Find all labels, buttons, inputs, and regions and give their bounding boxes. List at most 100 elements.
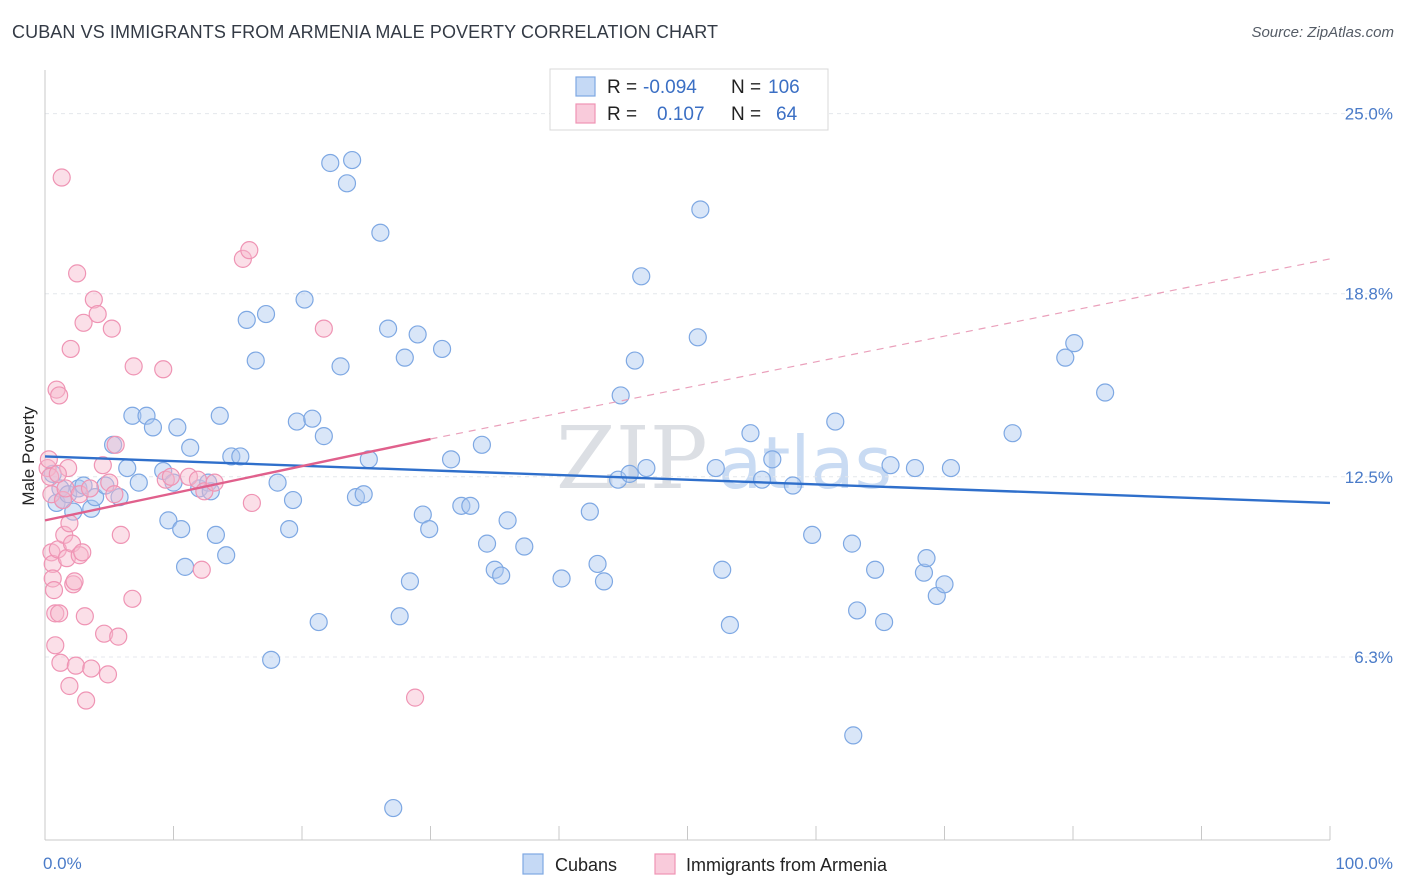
point-cubans-69	[498, 511, 517, 530]
legend-n-value-armenia: 64	[776, 104, 798, 125]
point-cubans-43	[309, 612, 328, 632]
point-cubans-22	[172, 519, 191, 539]
point-cubans-99	[914, 563, 934, 582]
legend-bottom: Cubans Immigrants from Armenia	[522, 853, 888, 875]
point-armenia-16	[53, 490, 73, 510]
point-cubans-68	[492, 566, 511, 585]
legend-n-label-armenia: N =	[731, 104, 761, 125]
point-cubans-107	[1096, 383, 1115, 402]
point-cubans-81	[688, 328, 707, 347]
point-cubans-29	[210, 406, 229, 425]
point-cubans-100	[917, 549, 936, 568]
legend-swatch-armenia	[575, 103, 596, 124]
legend-bottom-label-cubans: Cubans	[555, 855, 617, 875]
legend-bottom-label-armenia: Immigrants from Armenia	[686, 855, 888, 875]
point-cubans-53	[378, 319, 398, 338]
point-cubans-56	[395, 348, 414, 367]
point-cubans-65	[472, 435, 491, 454]
point-armenia-46	[111, 525, 130, 545]
y-tick-labels: 6.3% 12.5% 18.8% 25.0%	[1345, 105, 1393, 667]
point-cubans-46	[331, 357, 350, 376]
point-armenia-27	[68, 264, 87, 283]
point-cubans-104	[1003, 424, 1022, 443]
point-cubans-60	[420, 519, 439, 539]
point-cubans-30	[217, 546, 236, 565]
point-armenia-54	[192, 560, 211, 579]
watermark-atlas: atlas	[718, 421, 892, 505]
legend-n-value-cubans: 106	[768, 77, 800, 98]
point-cubans-103	[941, 458, 961, 478]
point-cubans-88	[763, 450, 782, 469]
point-armenia-34	[80, 479, 100, 498]
point-cubans-97	[881, 456, 900, 475]
point-cubans-52	[371, 223, 390, 242]
point-armenia-20	[59, 458, 78, 478]
point-armenia-14	[51, 653, 70, 672]
legend-bottom-swatch-cubans	[522, 853, 544, 875]
point-armenia-49	[154, 360, 173, 379]
point-armenia-48	[124, 357, 143, 376]
point-cubans-57	[400, 572, 420, 591]
point-cubans-83	[706, 458, 725, 478]
point-cubans-102	[935, 575, 954, 594]
point-cubans-93	[844, 726, 863, 745]
point-armenia-61	[405, 688, 425, 707]
point-armenia-31	[74, 313, 93, 332]
point-armenia-63	[65, 572, 84, 591]
point-armenia-47	[123, 589, 142, 608]
legend-swatch-cubans	[575, 76, 596, 97]
point-armenia-39	[95, 624, 114, 643]
point-cubans-37	[268, 473, 287, 492]
point-armenia-1	[39, 450, 58, 469]
point-cubans-13	[118, 458, 137, 478]
point-armenia-8	[46, 604, 65, 623]
point-cubans-48	[343, 150, 362, 170]
legend-top: R = -0.094 N = 106 R = 0.107 N = 64	[549, 68, 829, 131]
point-cubans-21	[168, 418, 187, 437]
point-cubans-61	[432, 339, 452, 359]
point-armenia-29	[70, 485, 89, 504]
point-cubans-41	[295, 290, 314, 309]
point-cubans-76	[611, 386, 630, 405]
point-cubans-34	[246, 351, 265, 370]
point-cubans-58	[408, 325, 427, 344]
point-armenia-7	[44, 581, 64, 600]
legend-r-label-cubans: R =	[607, 77, 637, 98]
point-cubans-95	[866, 560, 885, 579]
point-cubans-85	[720, 615, 740, 635]
point-cubans-98	[905, 458, 925, 478]
point-cubans-28	[206, 525, 226, 545]
point-cubans-42	[303, 409, 322, 428]
point-armenia-45	[109, 627, 128, 646]
point-cubans-96	[875, 612, 894, 632]
point-armenia-58	[240, 241, 259, 260]
point-cubans-15	[129, 473, 148, 492]
legend-r-value-cubans: -0.094	[643, 77, 697, 98]
point-cubans-87	[752, 470, 772, 489]
point-cubans-33	[237, 310, 256, 329]
point-armenia-28	[70, 546, 89, 565]
legend-r-value-armenia: 0.107	[657, 104, 705, 125]
point-cubans-32	[231, 447, 250, 466]
source-label: Source: ZipAtlas.com	[1251, 24, 1394, 41]
point-cubans-55	[390, 607, 409, 626]
point-armenia-38	[93, 456, 112, 475]
point-armenia-36	[84, 290, 103, 309]
trend-line-cubans	[44, 455, 1331, 505]
trend-lines	[44, 258, 1331, 522]
watermark: ZIP atlas	[556, 409, 892, 509]
y-axis-label: Male Poverty	[19, 406, 38, 506]
point-cubans-91	[826, 412, 845, 431]
point-cubans-9	[86, 488, 105, 507]
point-armenia-50	[156, 470, 175, 489]
x-tick-label-0: 0.0%	[43, 854, 82, 873]
point-cubans-66	[477, 534, 497, 553]
point-cubans-94	[848, 601, 867, 620]
point-armenia-30	[73, 543, 92, 562]
point-cubans-50	[354, 485, 373, 504]
point-cubans-90	[803, 525, 822, 545]
point-cubans-16	[137, 406, 156, 425]
point-armenia-37	[88, 304, 107, 324]
x-tick-label-1: 100.0%	[1335, 854, 1393, 873]
point-cubans-79	[632, 267, 651, 286]
